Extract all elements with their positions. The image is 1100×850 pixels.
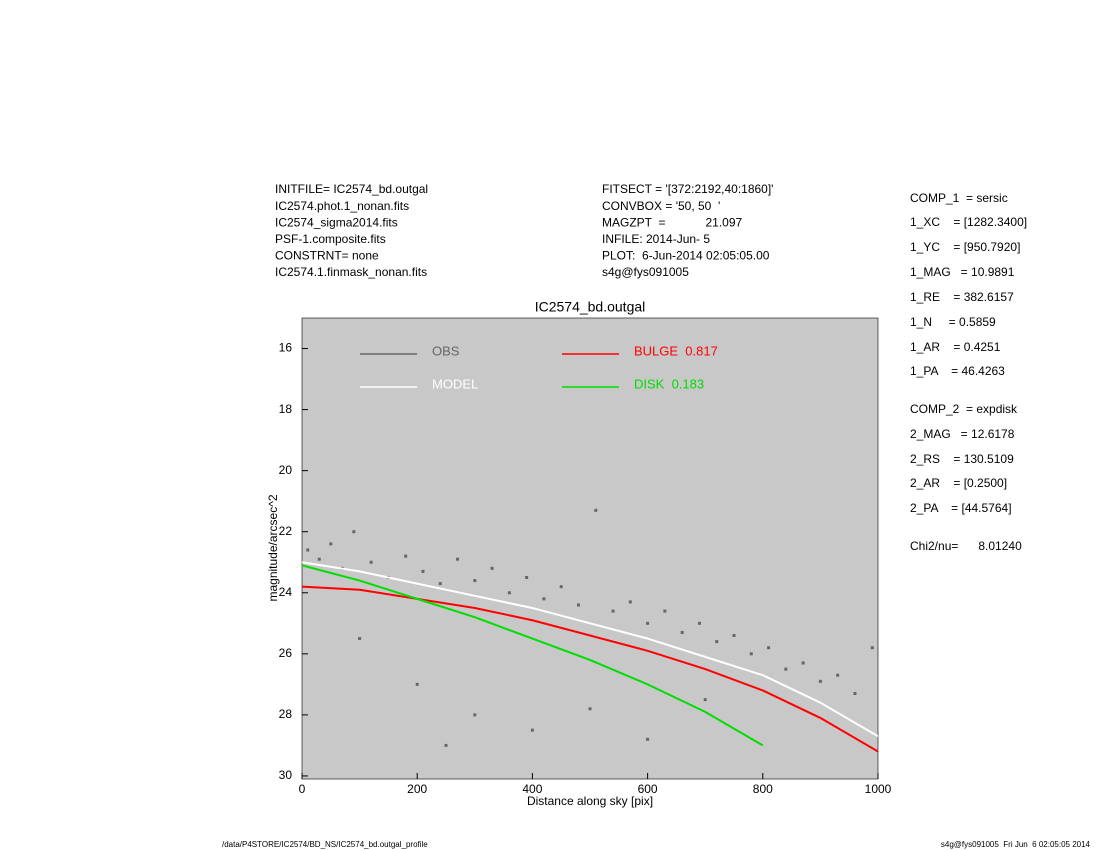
data-point (490, 566, 494, 570)
data-point (703, 698, 707, 702)
data-point (358, 637, 362, 641)
header-middle-line: MAGZPT = 21.097 (602, 215, 742, 229)
header-middle-line: PLOT: 6-Jun-2014 02:05:05.00 (602, 249, 770, 263)
data-point (576, 603, 580, 607)
data-point (801, 661, 805, 665)
data-point (473, 713, 477, 717)
data-point (663, 609, 667, 613)
data-point (697, 621, 701, 625)
header-middle-line: s4g@fys091005 (602, 265, 689, 279)
data-point (415, 682, 419, 686)
y-tick-label: 16 (279, 341, 293, 355)
data-point (611, 609, 615, 613)
y-tick-label: 30 (279, 768, 293, 782)
data-point (749, 652, 753, 656)
data-point (444, 743, 448, 747)
data-point (853, 692, 857, 696)
data-point (352, 530, 356, 534)
fit-parameter: 1_N = 0.5859 (910, 315, 996, 329)
footer-left: /data/P4STORE/IC2574/BD_NS/IC2574_bd.out… (222, 840, 428, 849)
profile-line (302, 561, 878, 738)
plot-area (302, 508, 878, 753)
data-point (507, 591, 511, 595)
data-point (594, 508, 598, 512)
fit-parameter: 1_PA = 46.4263 (910, 364, 1005, 378)
data-point (767, 646, 771, 650)
fit-parameter: 2_AR = [0.2500] (910, 476, 1007, 490)
data-point (680, 630, 684, 634)
data-point (732, 634, 736, 638)
fit-parameter: 1_YC = [950.7920] (910, 240, 1020, 254)
legend-label: DISK 0.183 (634, 376, 704, 391)
header-left-line: IC2574_sigma2014.fits (275, 215, 398, 229)
chart-title: IC2574_bd.outgal (535, 299, 646, 315)
data-point (784, 667, 788, 671)
data-point (329, 542, 333, 546)
data-point (646, 737, 650, 741)
header-left-line: CONSTRNT= none (275, 249, 379, 263)
x-tick-label: 1000 (865, 782, 892, 796)
data-point (525, 576, 529, 580)
legend-label: MODEL (432, 376, 478, 391)
header-left-line: PSF-1.composite.fits (275, 232, 386, 246)
header-left-line: INITFILE= IC2574_bd.outgal (275, 182, 428, 196)
data-point (438, 582, 442, 586)
data-point (588, 707, 592, 711)
data-point (542, 597, 546, 601)
y-tick-label: 18 (279, 402, 293, 416)
y-tick-label: 24 (279, 585, 293, 599)
x-tick-label: 200 (407, 782, 427, 796)
data-point (421, 569, 425, 573)
footer-right: s4g@fys091005 Fri Jun 6 02:05:05 2014 (941, 840, 1091, 849)
fit-parameter: 1_AR = 0.4251 (910, 340, 1001, 354)
profile-line (302, 585, 878, 753)
x-tick-label: 800 (753, 782, 773, 796)
y-tick-label: 22 (279, 524, 293, 538)
x-tick-label: 600 (638, 782, 658, 796)
data-point (404, 554, 408, 558)
data-point (628, 600, 632, 604)
fit-parameter: COMP_2 = expdisk (910, 402, 1018, 416)
fit-parameter: 1_XC = [1282.3400] (910, 215, 1027, 229)
y-tick-label: 28 (279, 707, 293, 721)
data-point (646, 621, 650, 625)
header-middle-line: INFILE: 2014-Jun- 5 (602, 232, 710, 246)
fit-parameter: Chi2/nu= 8.01240 (910, 539, 1022, 553)
header-middle-line: FITSECT = '[372:2192,40:1860]' (602, 182, 773, 196)
data-point (317, 557, 321, 561)
data-point (530, 728, 534, 732)
data-point (836, 673, 840, 677)
data-point (306, 548, 310, 552)
data-point (456, 557, 460, 561)
plot-background (301, 317, 879, 780)
data-point (818, 679, 822, 683)
y-tick-label: 26 (279, 646, 293, 660)
data-point (870, 646, 874, 650)
legend-label: BULGE 0.817 (634, 343, 718, 358)
fit-parameter: 2_RS = 130.5109 (910, 452, 1014, 466)
x-tick-label: 0 (299, 782, 306, 796)
fit-parameter: 1_RE = 382.6157 (910, 290, 1014, 304)
y-tick-label: 20 (279, 463, 293, 477)
data-point (473, 579, 477, 583)
data-point (559, 585, 563, 589)
y-axis-label: magnitude/arcsec^2 (266, 494, 280, 601)
legend-label: OBS (432, 343, 460, 358)
fit-parameter: 1_MAG = 10.9891 (910, 265, 1015, 279)
x-axis-label: Distance along sky [pix] (527, 794, 653, 808)
data-point (369, 560, 373, 564)
data-point (715, 640, 719, 644)
fit-parameter: 2_PA = [44.5764] (910, 501, 1012, 515)
header-left-line: IC2574.phot.1_nonan.fits (275, 199, 409, 213)
fit-parameter: 2_MAG = 12.6178 (910, 427, 1015, 441)
header-middle-line: CONVBOX = '50, 50 ' (602, 199, 720, 213)
header-left-line: IC2574.1.finmask_nonan.fits (275, 265, 427, 279)
fit-parameter: COMP_1 = sersic (910, 191, 1008, 205)
profile-line (302, 564, 764, 747)
x-tick-label: 400 (522, 782, 542, 796)
